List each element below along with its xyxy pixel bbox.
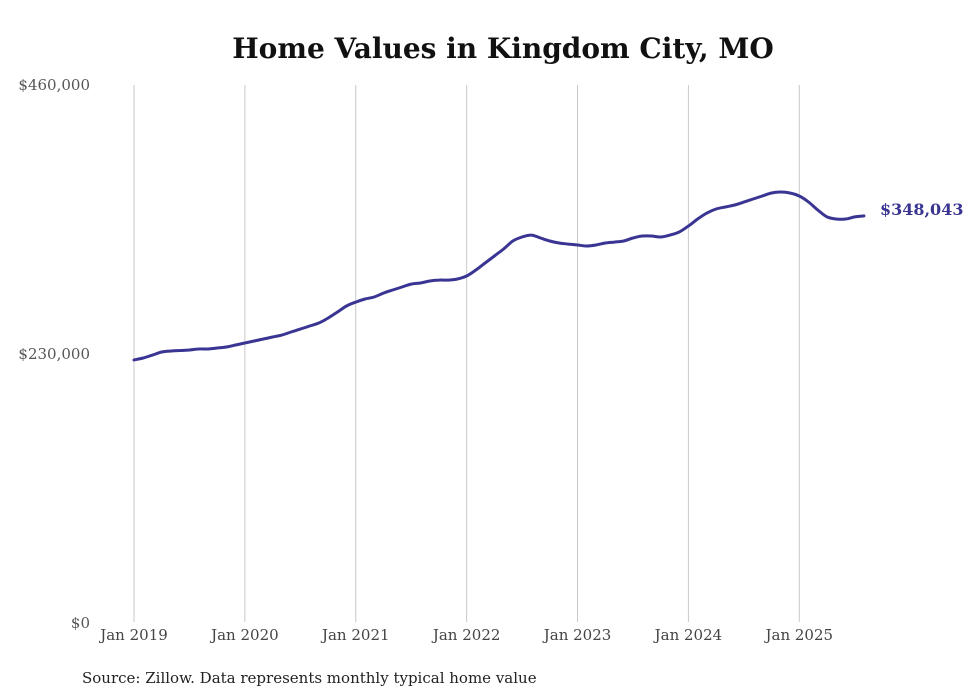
series-line-group bbox=[132, 190, 866, 362]
gridlines bbox=[133, 85, 800, 622]
x-tick-label: Jan 2025 bbox=[763, 626, 833, 644]
x-tick-label: Jan 2024 bbox=[653, 626, 723, 644]
x-tick-label: Jan 2021 bbox=[320, 626, 390, 644]
y-axis-ticks: $0 $230,000 $460,000 bbox=[18, 76, 90, 632]
x-tick-label: Jan 2019 bbox=[98, 626, 168, 644]
y-tick-label: $460,000 bbox=[18, 76, 90, 94]
x-tick-label: Jan 2023 bbox=[542, 626, 612, 644]
y-tick-label: $0 bbox=[71, 614, 90, 632]
x-axis-ticks: Jan 2019 Jan 2020 Jan 2021 Jan 2022 Jan 2023… bbox=[98, 626, 833, 644]
x-tick-label: Jan 2020 bbox=[209, 626, 279, 644]
source-note: Source: Zillow. Data represents monthly … bbox=[82, 669, 537, 687]
series-line bbox=[132, 190, 866, 362]
y-tick-label: $230,000 bbox=[18, 345, 90, 363]
x-tick-label: Jan 2022 bbox=[431, 626, 501, 644]
end-value-label: $348,043 bbox=[880, 200, 964, 219]
chart-title: Home Values in Kingdom City, MO bbox=[232, 32, 774, 65]
